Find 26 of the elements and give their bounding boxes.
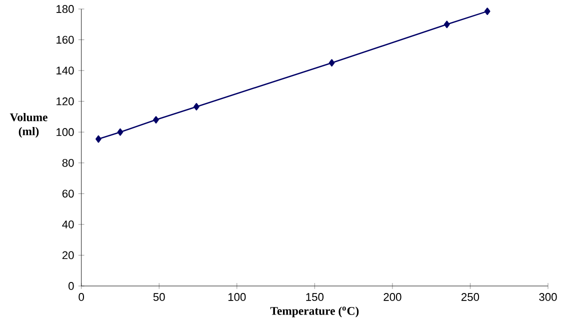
y-tick-label: 0 bbox=[68, 282, 74, 290]
x-tick-label: 0 bbox=[78, 293, 84, 301]
y-tick-label: 60 bbox=[62, 190, 74, 198]
y-axis-title: Volume (ml) bbox=[10, 112, 48, 138]
point bbox=[484, 8, 490, 15]
point bbox=[96, 135, 102, 143]
x-tick-label: 200 bbox=[384, 293, 402, 301]
y-tick-label: 120 bbox=[56, 97, 74, 106]
y-tick-label: 140 bbox=[56, 66, 74, 74]
point bbox=[328, 59, 335, 67]
x-tick-label: 50 bbox=[153, 293, 165, 301]
y-tick-label: 40 bbox=[62, 220, 74, 228]
y-tick-label: 180 bbox=[56, 5, 74, 13]
y-tick-label: 20 bbox=[62, 251, 74, 260]
point bbox=[194, 103, 200, 110]
point bbox=[117, 128, 124, 136]
x-tick-label: 250 bbox=[461, 293, 480, 301]
x-tick-label: 100 bbox=[228, 293, 246, 301]
point bbox=[153, 116, 159, 124]
x-tick-label: 300 bbox=[539, 293, 557, 301]
y-tick-label: 160 bbox=[56, 36, 74, 44]
x-tick-label: 150 bbox=[306, 293, 324, 301]
point bbox=[444, 20, 450, 28]
x-axis-title: Temperature ($^{o}$C) bbox=[270, 306, 359, 318]
y-tick-label: 80 bbox=[62, 158, 74, 167]
y-tick-label: 100 bbox=[56, 128, 74, 136]
